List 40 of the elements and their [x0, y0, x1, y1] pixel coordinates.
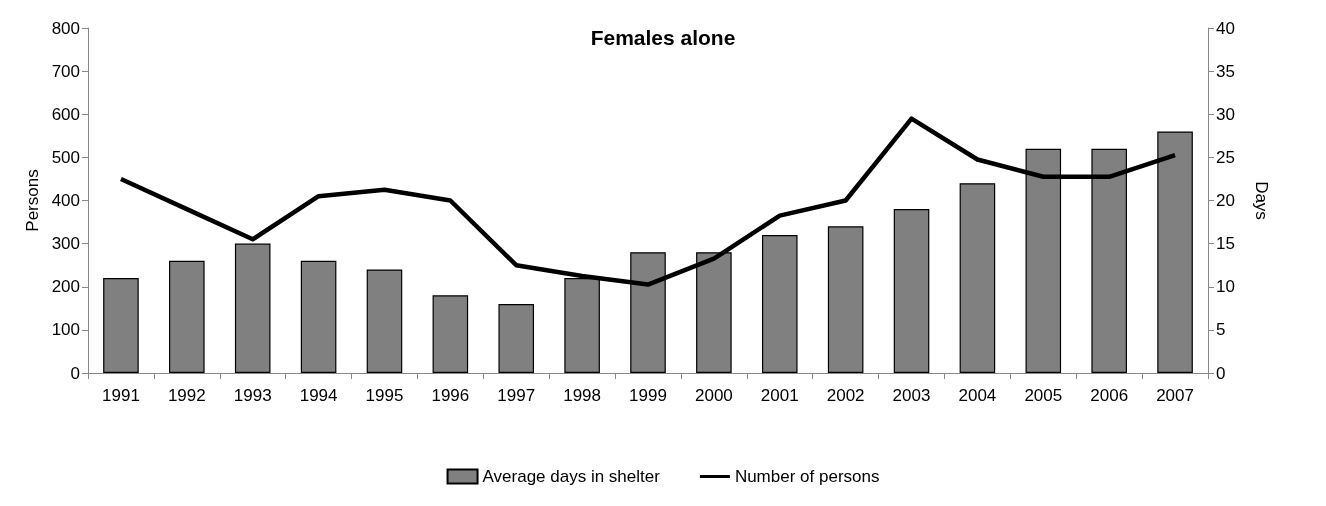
y2-tick-label: 35	[1216, 61, 1235, 81]
y-tick-label: 300	[51, 234, 80, 254]
legend-label: Number of persons	[734, 467, 880, 486]
y2-tick-label: 0	[1216, 363, 1226, 383]
y2-tick-label: 10	[1216, 277, 1235, 297]
legend-label: Average days in shelter	[482, 467, 661, 486]
y2-tick-label: 40	[1216, 18, 1235, 38]
x-tick-label: 1999	[629, 386, 667, 405]
x-tick-label: 1992	[167, 386, 206, 405]
x-tick-label: 1994	[299, 386, 338, 405]
x-tick-label: 2001	[760, 386, 799, 405]
y-tick-label: 400	[51, 191, 80, 210]
y-axis-title: Persons	[22, 169, 42, 232]
x-tick-label: 1997	[497, 386, 536, 405]
x-tick-label: 2003	[892, 386, 931, 405]
y-tick-label: 600	[51, 104, 80, 124]
y-tick-label: 100	[51, 320, 80, 340]
y2-tick-label: 30	[1216, 104, 1235, 124]
x-tick-label: 1996	[431, 386, 470, 405]
x-tick-label: 2005	[1024, 386, 1063, 405]
y2-tick-label: 5	[1216, 320, 1226, 340]
x-tick-label: 1993	[233, 386, 272, 405]
x-tick-label: 1995	[365, 386, 404, 405]
y2-tick-label: 20	[1216, 191, 1235, 210]
x-tick-label: 1991	[102, 386, 140, 405]
x-tick-label: 2007	[1156, 386, 1194, 405]
x-tick-label: 2002	[826, 386, 865, 405]
y-tick-label: 200	[51, 277, 80, 297]
x-tick-label: 1998	[563, 386, 602, 405]
y2-tick-label: 15	[1216, 234, 1235, 254]
y2-tick-label: 25	[1216, 147, 1235, 167]
y-tick-label: 800	[51, 18, 80, 38]
x-tick-label: 2006	[1090, 386, 1129, 405]
y-tick-label: 700	[51, 61, 80, 81]
x-tick-label: 2000	[694, 386, 733, 405]
y-tick-label: 0	[70, 363, 80, 383]
y-tick-label: 500	[51, 147, 80, 167]
y2-axis-title: Days	[1252, 181, 1271, 220]
chart-title: Females alone	[590, 26, 736, 49]
x-tick-label: 2004	[958, 386, 997, 405]
